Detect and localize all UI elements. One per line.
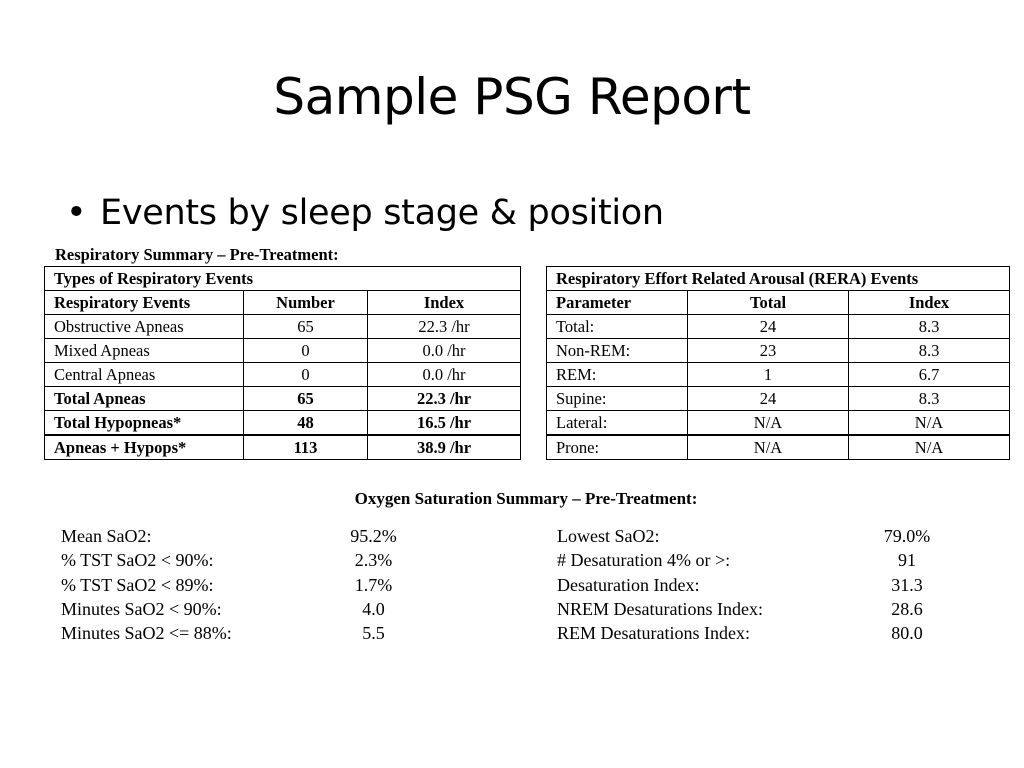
index-cell: 22.3 /hr bbox=[367, 386, 521, 411]
sat-label: Lowest SaO2: bbox=[557, 526, 660, 546]
total-cell: 24 bbox=[687, 314, 849, 339]
column-header: Total bbox=[687, 290, 849, 315]
column-header: Respiratory Events bbox=[44, 290, 244, 315]
number-cell: 113 bbox=[243, 434, 368, 460]
table-row: Prone: N/A N/A bbox=[546, 434, 1011, 460]
param-cell: Prone: bbox=[546, 434, 688, 460]
index-cell: 16.5 /hr bbox=[367, 410, 521, 436]
index-cell: 0.0 /hr bbox=[367, 362, 521, 387]
table-title-row: Respiratory Effort Related Arousal (RERA… bbox=[545, 266, 1011, 291]
param-cell: Supine: bbox=[546, 386, 688, 411]
event-cell: Mixed Apneas bbox=[44, 338, 244, 363]
table-row: Apneas + Hypops* 113 38.9 /hr bbox=[44, 434, 521, 460]
index-cell: 0.0 /hr bbox=[367, 338, 521, 363]
column-header: Index bbox=[367, 290, 521, 315]
index-cell: 8.3 bbox=[847, 338, 1011, 363]
table-row: REM: 1 6.7 bbox=[546, 362, 1011, 387]
rera-events-table: Respiratory Effort Related Arousal (RERA… bbox=[545, 266, 1011, 460]
number-cell: 65 bbox=[243, 386, 368, 411]
event-cell: Total Apneas bbox=[44, 386, 244, 411]
rera-title: Respiratory Effort Related Arousal (RERA… bbox=[545, 266, 1011, 291]
param-cell: REM: bbox=[546, 362, 688, 387]
event-cell: Apneas + Hypops* bbox=[44, 434, 244, 460]
table-row: Total Hypopneas* 48 16.5 /hr bbox=[44, 410, 521, 436]
table-row: Obstructive Apneas 65 22.3 /hr bbox=[44, 314, 521, 339]
sat-label: Desaturation Index: bbox=[557, 574, 700, 595]
sat-label: REM Desaturations Index: bbox=[557, 623, 750, 644]
table-row: Total Apneas 65 22.3 /hr bbox=[44, 386, 521, 411]
total-cell: N/A bbox=[687, 434, 849, 460]
table-header-row: Respiratory Events Number Index bbox=[44, 290, 521, 315]
total-cell: N/A bbox=[687, 410, 849, 436]
sat-value: 91 bbox=[898, 550, 916, 571]
param-cell: Total: bbox=[546, 314, 688, 339]
table-row: Lateral: N/A N/A bbox=[546, 410, 1011, 436]
sat-value: 2.3% bbox=[354, 550, 393, 571]
total-cell: 24 bbox=[687, 386, 849, 411]
types-title: Types of Respiratory Events bbox=[44, 266, 521, 291]
total-cell: 1 bbox=[687, 362, 849, 387]
respiratory-summary-heading: Respiratory Summary – Pre-Treatment: bbox=[55, 245, 339, 264]
sat-label: # Desaturation 4% or >: bbox=[557, 550, 731, 571]
index-cell: 22.3 /hr bbox=[367, 314, 521, 339]
sat-label: Minutes SaO2 < 90%: bbox=[61, 598, 222, 619]
respiratory-events-table: Types of Respiratory Events Respiratory … bbox=[44, 266, 521, 460]
index-cell: N/A bbox=[847, 434, 1011, 460]
sat-label: % TST SaO2 < 89%: bbox=[61, 574, 214, 595]
bullet-dot-icon: • bbox=[66, 193, 87, 233]
table-row: Total: 24 8.3 bbox=[546, 314, 1011, 339]
total-cell: 23 bbox=[687, 338, 849, 363]
number-cell: 65 bbox=[243, 314, 368, 339]
sat-label: Mean SaO2: bbox=[61, 526, 152, 546]
oxygen-saturation-heading: Oxygen Saturation Summary – Pre-Treatmen… bbox=[354, 489, 698, 508]
table-title-row: Types of Respiratory Events bbox=[44, 266, 521, 291]
index-cell: N/A bbox=[847, 410, 1011, 436]
table-row: Mixed Apneas 0 0.0 /hr bbox=[44, 338, 521, 363]
sat-value: 95.2% bbox=[350, 526, 397, 546]
table-row: Supine: 24 8.3 bbox=[546, 386, 1011, 411]
sat-value: 31.3 bbox=[891, 574, 923, 595]
number-cell: 0 bbox=[243, 362, 368, 387]
sat-value: 1.7% bbox=[354, 574, 393, 595]
sat-label: NREM Desaturations Index: bbox=[557, 598, 763, 619]
sat-value: 80.0 bbox=[891, 623, 923, 644]
number-cell: 0 bbox=[243, 338, 368, 363]
sat-label: % TST SaO2 < 90%: bbox=[61, 550, 214, 571]
column-header: Number bbox=[243, 290, 368, 315]
event-cell: Obstructive Apneas bbox=[44, 314, 244, 339]
bullet-item: • Events by sleep stage & position bbox=[66, 190, 664, 236]
param-cell: Lateral: bbox=[546, 410, 688, 436]
event-cell: Total Hypopneas* bbox=[44, 410, 244, 436]
index-cell: 6.7 bbox=[847, 362, 1011, 387]
column-header: Index bbox=[847, 290, 1011, 315]
index-cell: 8.3 bbox=[847, 386, 1011, 411]
table-header-row: Parameter Total Index bbox=[546, 290, 1011, 315]
bullet-text: Events by sleep stage & position bbox=[100, 193, 664, 233]
column-header: Parameter bbox=[546, 290, 688, 315]
event-cell: Central Apneas bbox=[44, 362, 244, 387]
sat-value: 28.6 bbox=[891, 598, 923, 619]
index-cell: 8.3 bbox=[847, 314, 1011, 339]
number-cell: 48 bbox=[243, 410, 368, 436]
slide-title: Sample PSG Report bbox=[273, 68, 751, 126]
sat-value: 5.5 bbox=[362, 623, 385, 644]
table-row: Central Apneas 0 0.0 /hr bbox=[44, 362, 521, 387]
table-row: Non-REM: 23 8.3 bbox=[546, 338, 1011, 363]
sat-value: 79.0% bbox=[883, 526, 931, 546]
index-cell: 38.9 /hr bbox=[367, 434, 521, 460]
param-cell: Non-REM: bbox=[546, 338, 688, 363]
sat-value: 4.0 bbox=[362, 598, 385, 619]
sat-label: Minutes SaO2 <= 88%: bbox=[61, 623, 232, 644]
